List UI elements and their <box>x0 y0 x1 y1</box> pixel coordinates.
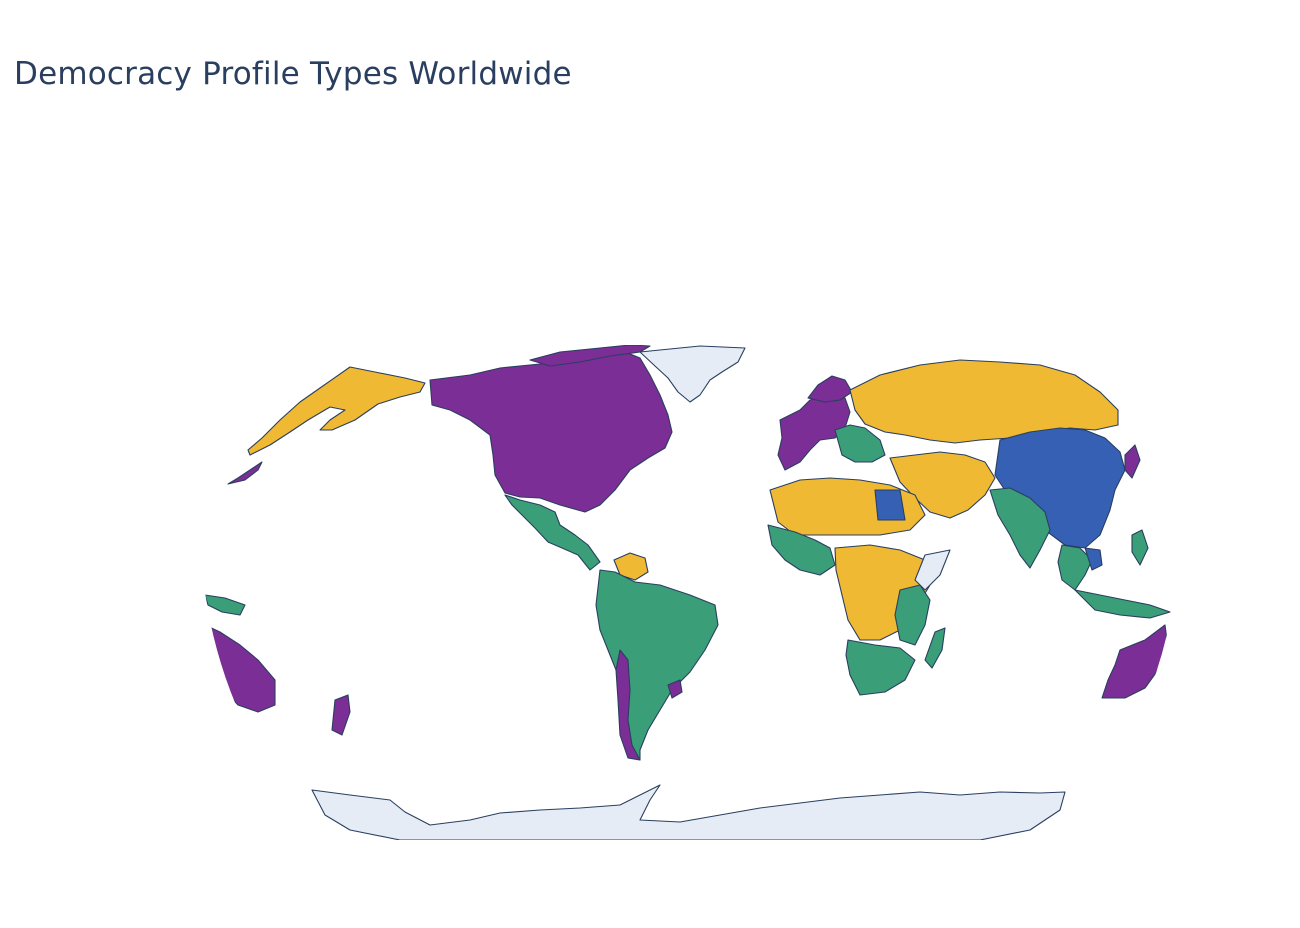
region-egypt[interactable] <box>874 489 906 521</box>
region-east-africa[interactable] <box>894 584 931 646</box>
region-antarctica[interactable] <box>311 784 1066 840</box>
region-south-america[interactable] <box>595 569 719 761</box>
region-aleutians[interactable] <box>227 461 263 485</box>
region-southeast-asia[interactable] <box>1057 544 1093 591</box>
region-scandinavia[interactable] <box>807 375 853 403</box>
region-greenland[interactable] <box>639 345 746 403</box>
region-horn-of-africa[interactable] <box>914 549 951 591</box>
region-eastern-europe[interactable] <box>834 424 886 463</box>
region-madagascar[interactable] <box>924 627 946 669</box>
region-alaska[interactable] <box>247 366 426 456</box>
region-philippines[interactable] <box>1131 529 1149 566</box>
region-japan[interactable] <box>1124 444 1141 479</box>
map-title: Democracy Profile Types Worldwide <box>14 56 572 92</box>
region-australia[interactable] <box>1101 624 1169 699</box>
region-southern-africa[interactable] <box>845 639 916 696</box>
region-arctic-islands[interactable] <box>529 345 651 367</box>
region-chile[interactable] <box>615 649 641 761</box>
region-west-africa[interactable] <box>767 524 836 576</box>
region-indonesia[interactable] <box>1074 589 1171 619</box>
region-india[interactable] <box>989 487 1051 569</box>
region-russia[interactable] <box>849 359 1119 444</box>
region-vietnam[interactable] <box>1084 547 1103 571</box>
region-papua[interactable] <box>204 594 246 616</box>
region-new-zealand[interactable] <box>331 694 351 736</box>
region-uruguay[interactable] <box>667 679 683 699</box>
region-mexico-central-america[interactable] <box>504 494 601 571</box>
